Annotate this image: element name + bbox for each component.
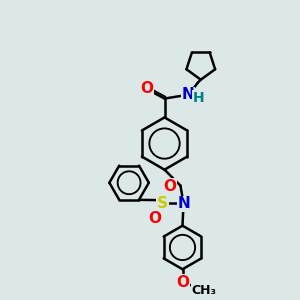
Text: O: O bbox=[148, 211, 161, 226]
Text: H: H bbox=[192, 91, 204, 105]
Text: N: N bbox=[178, 196, 190, 211]
Text: CH₃: CH₃ bbox=[191, 284, 216, 297]
Text: N: N bbox=[182, 87, 194, 102]
Text: O: O bbox=[141, 82, 154, 97]
Text: S: S bbox=[157, 196, 168, 211]
Text: O: O bbox=[176, 275, 189, 290]
Text: O: O bbox=[163, 179, 176, 194]
